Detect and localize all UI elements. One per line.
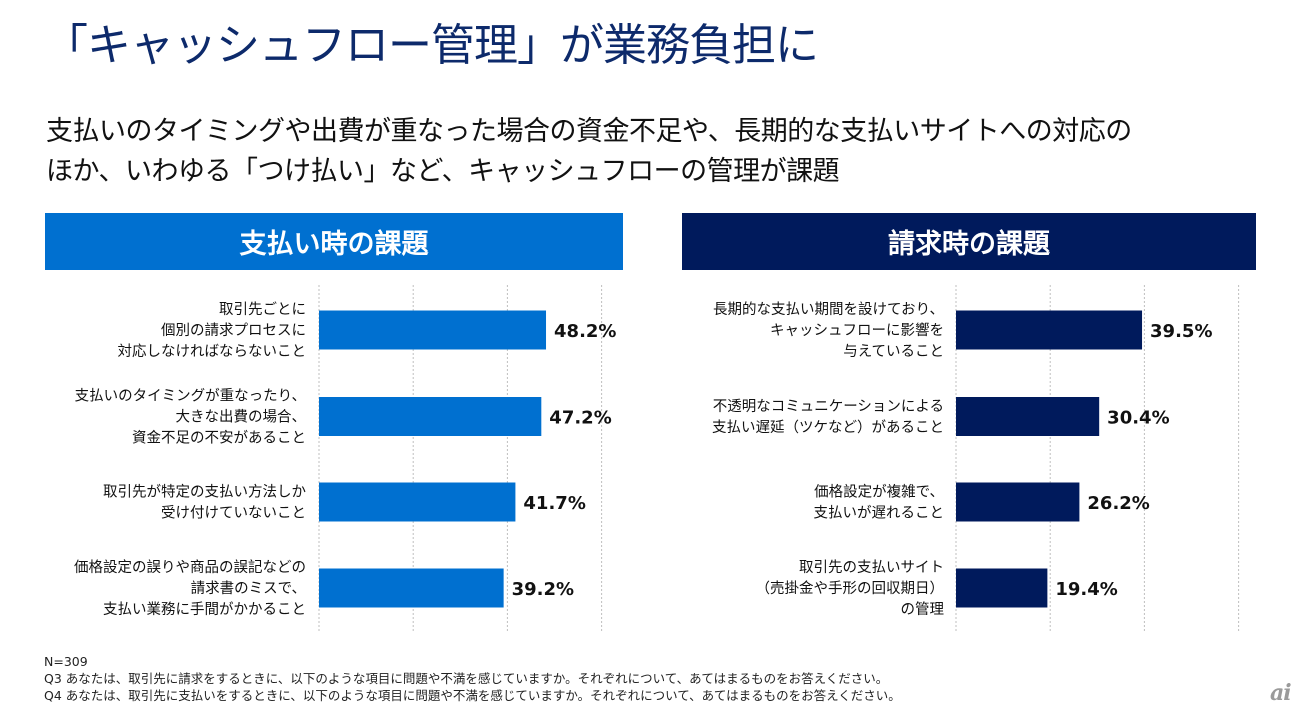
billing-category-label: の管理 (901, 601, 945, 618)
billing-category-label: 与えていること (843, 343, 944, 360)
billing-bar (956, 568, 1048, 608)
footnote: N=309 Q3 あなたは、取引先に請求をするときに、以下のような項目に問題や不… (44, 653, 901, 704)
payment-category-label: 支払い業務に手間がかかること (103, 601, 306, 618)
payment-category-label: 個別の請求プロセスに (161, 322, 306, 339)
payment-value-label: 41.7% (523, 493, 585, 514)
payment-category-label: 価格設定の誤りや商品の誤記などの (74, 559, 306, 576)
payment-category-label: 取引先ごとに (219, 301, 306, 318)
payment-value-label: 39.2% (512, 579, 574, 600)
billing-category-label: 支払い遅延（ツケなど）があること (712, 419, 944, 436)
payment-bar (319, 482, 516, 522)
payment-value-label: 48.2% (554, 321, 616, 342)
payment-bar (319, 568, 504, 608)
payment-category-label: 資金不足の不安があること (132, 430, 306, 447)
payment-bar (319, 310, 547, 350)
page-title: 「キャッシュフロー管理」が業務負担に (44, 20, 819, 71)
logo: ai (1270, 680, 1292, 706)
billing-bar (956, 310, 1143, 350)
billing-value-label: 39.5% (1150, 321, 1212, 342)
payment-issues-header: 支払い時の課題 (45, 213, 623, 270)
question-q4: Q4 あなたは、取引先に支払いをするときに、以下のような項目に問題や不満を感じて… (44, 688, 901, 703)
billing-category-label: キャッシュフローに影響を (770, 321, 944, 339)
payment-value-label: 47.2% (549, 408, 611, 429)
billing-category-label: （売掛金や手形の回収期日） (756, 580, 945, 597)
subtitle: 支払いのタイミングや出費が重なった場合の資金不足や、長期的な支払いサイトへの対応… (46, 112, 1266, 192)
billing-category-label: 支払いが遅れること (814, 505, 945, 522)
billing-bar (956, 397, 1100, 436)
billing-issues-header: 請求時の課題 (682, 213, 1256, 270)
billing-value-label: 30.4% (1107, 408, 1169, 429)
payment-category-label: 請求書のミスで、 (191, 580, 306, 597)
billing-category-label: 価格設定が複雑で、 (814, 484, 944, 501)
payment-bar (319, 397, 542, 436)
subtitle-line-1: 支払いのタイミングや出費が重なった場合の資金不足や、長期的な支払いサイトへの対応… (46, 116, 1132, 147)
question-q3: Q3 あなたは、取引先に請求をするときに、以下のような項目に問題や不満を感じてい… (44, 671, 889, 686)
billing-value-label: 26.2% (1087, 493, 1149, 514)
billing-value-label: 19.4% (1055, 579, 1117, 600)
billing-category-label: 不透明なコミュニケーションによる (713, 398, 944, 415)
payment-category-label: 受け付けていないこと (161, 505, 306, 522)
payment-category-label: 大きな出費の場合、 (176, 409, 307, 426)
payment-category-label: 支払いのタイミングが重なったり、 (75, 388, 306, 405)
billing-bar (956, 482, 1080, 522)
billing-category-label: 長期的な支払い期間を設けており、 (713, 301, 944, 318)
payment-category-label: 対応しなければならないこと (118, 343, 307, 360)
subtitle-line-2: ほか、いわゆる「つけ払い」など、キャッシュフローの管理が課題 (46, 156, 840, 187)
sample-size: N=309 (44, 654, 88, 669)
billing-category-label: 取引先の支払いサイト (799, 559, 944, 576)
payment-category-label: 取引先が特定の支払い方法しか (103, 484, 306, 501)
